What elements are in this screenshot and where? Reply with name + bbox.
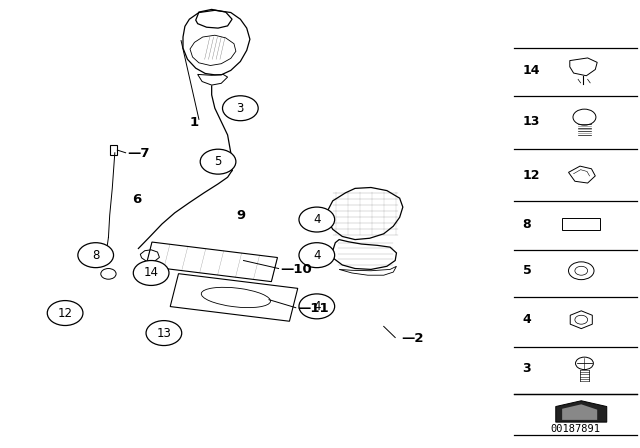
Text: 6: 6 <box>132 193 141 206</box>
Circle shape <box>133 260 169 285</box>
Text: 4: 4 <box>313 300 321 313</box>
Text: 3: 3 <box>523 362 531 375</box>
Text: 4: 4 <box>523 313 531 326</box>
Bar <box>562 218 600 230</box>
Text: 14: 14 <box>143 267 159 280</box>
Circle shape <box>78 243 113 267</box>
Text: 13: 13 <box>523 115 540 128</box>
Text: 5: 5 <box>523 264 531 277</box>
Circle shape <box>299 207 335 232</box>
Text: —10: —10 <box>280 263 312 276</box>
Text: 9: 9 <box>236 210 245 223</box>
Polygon shape <box>556 401 607 422</box>
Circle shape <box>146 321 182 345</box>
Circle shape <box>223 96 258 121</box>
Text: 14: 14 <box>523 64 540 77</box>
Circle shape <box>47 301 83 326</box>
Text: 00187891: 00187891 <box>551 424 601 434</box>
Text: 12: 12 <box>58 306 72 319</box>
Text: 1: 1 <box>189 116 198 129</box>
Circle shape <box>299 294 335 319</box>
Text: —11: —11 <box>298 302 330 315</box>
Polygon shape <box>562 404 597 420</box>
Text: 4: 4 <box>313 249 321 262</box>
Text: 8: 8 <box>92 249 99 262</box>
Text: 8: 8 <box>523 217 531 231</box>
Circle shape <box>200 149 236 174</box>
Text: 13: 13 <box>156 327 172 340</box>
Text: 3: 3 <box>237 102 244 115</box>
Circle shape <box>299 243 335 267</box>
Text: 5: 5 <box>214 155 221 168</box>
Text: 12: 12 <box>523 168 540 181</box>
Text: 4: 4 <box>313 213 321 226</box>
Text: —7: —7 <box>127 147 150 160</box>
Text: —2: —2 <box>401 332 424 345</box>
